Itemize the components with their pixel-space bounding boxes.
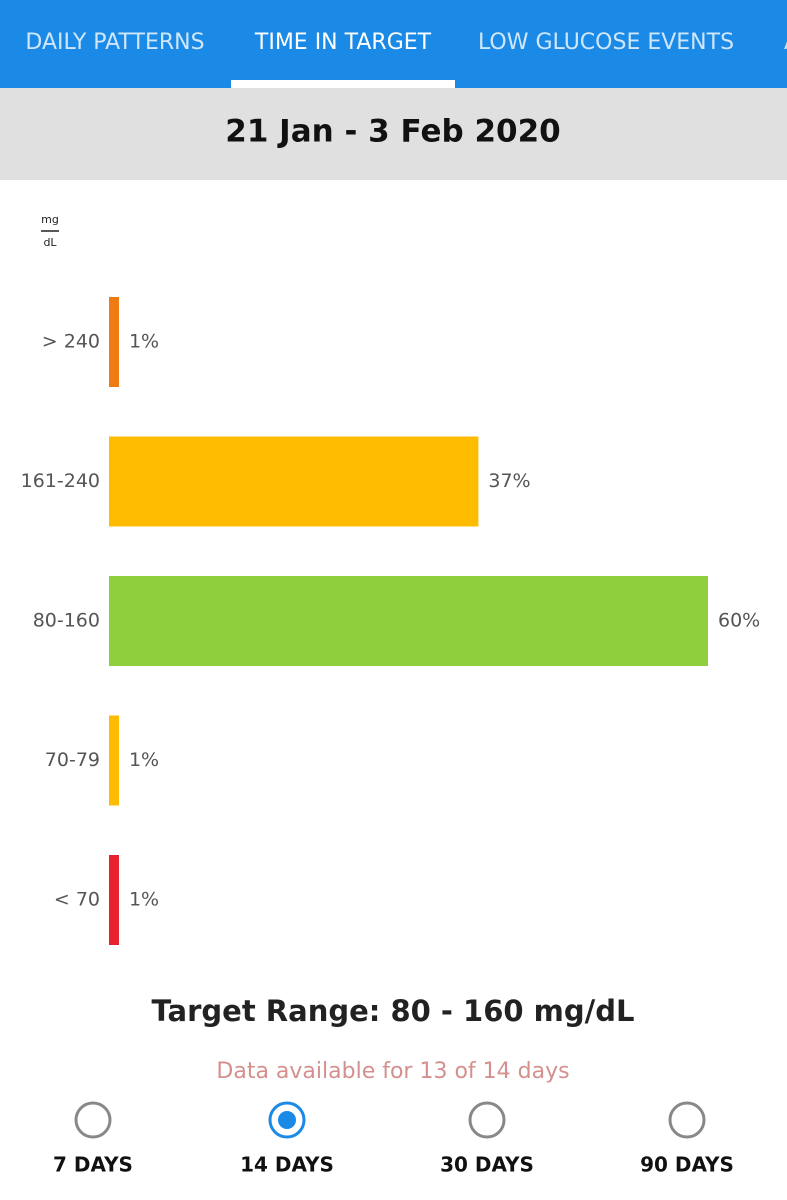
tab[interactable]: A (784, 30, 787, 55)
radio-button[interactable] (668, 1101, 706, 1139)
period-label[interactable]: 90 DAYS (640, 1153, 734, 1177)
radio-dot (278, 1111, 296, 1129)
bar (109, 436, 479, 527)
unit-top: mg (41, 213, 59, 226)
value-label: 60% (718, 610, 760, 632)
tab[interactable]: DAILY PATTERNS (25, 30, 204, 55)
radio-button[interactable] (468, 1101, 506, 1139)
bar (109, 855, 119, 945)
tab[interactable]: LOW GLUCOSE EVENTS (478, 30, 734, 55)
availability: Data available for 13 of 14 days (216, 1059, 569, 1084)
tab-bar (0, 0, 787, 88)
tab[interactable]: TIME IN TARGET (254, 30, 432, 55)
period-label[interactable]: 14 DAYS (240, 1153, 334, 1177)
period-label[interactable]: 7 DAYS (53, 1153, 133, 1177)
bar (109, 576, 708, 666)
category-label: 80-160 (33, 610, 100, 632)
value-label: 1% (129, 749, 159, 771)
date-band (0, 88, 787, 180)
bar (109, 297, 119, 387)
date-range: 21 Jan - 3 Feb 2020 (225, 114, 560, 150)
target-range: Target Range: 80 - 160 mg/dL (152, 994, 635, 1028)
value-label: 1% (129, 889, 159, 911)
period-label[interactable]: 30 DAYS (440, 1153, 534, 1177)
radio-button[interactable] (74, 1101, 112, 1139)
category-label: < 70 (54, 889, 100, 911)
category-label: 161-240 (21, 470, 100, 492)
radio-button[interactable] (268, 1101, 306, 1139)
value-label: 1% (129, 331, 159, 353)
bar (109, 715, 119, 806)
category-label: > 240 (42, 331, 100, 353)
unit-bottom: dL (43, 236, 57, 249)
tab-indicator (231, 80, 455, 88)
category-label: 70-79 (45, 749, 100, 771)
value-label: 37% (488, 470, 530, 492)
